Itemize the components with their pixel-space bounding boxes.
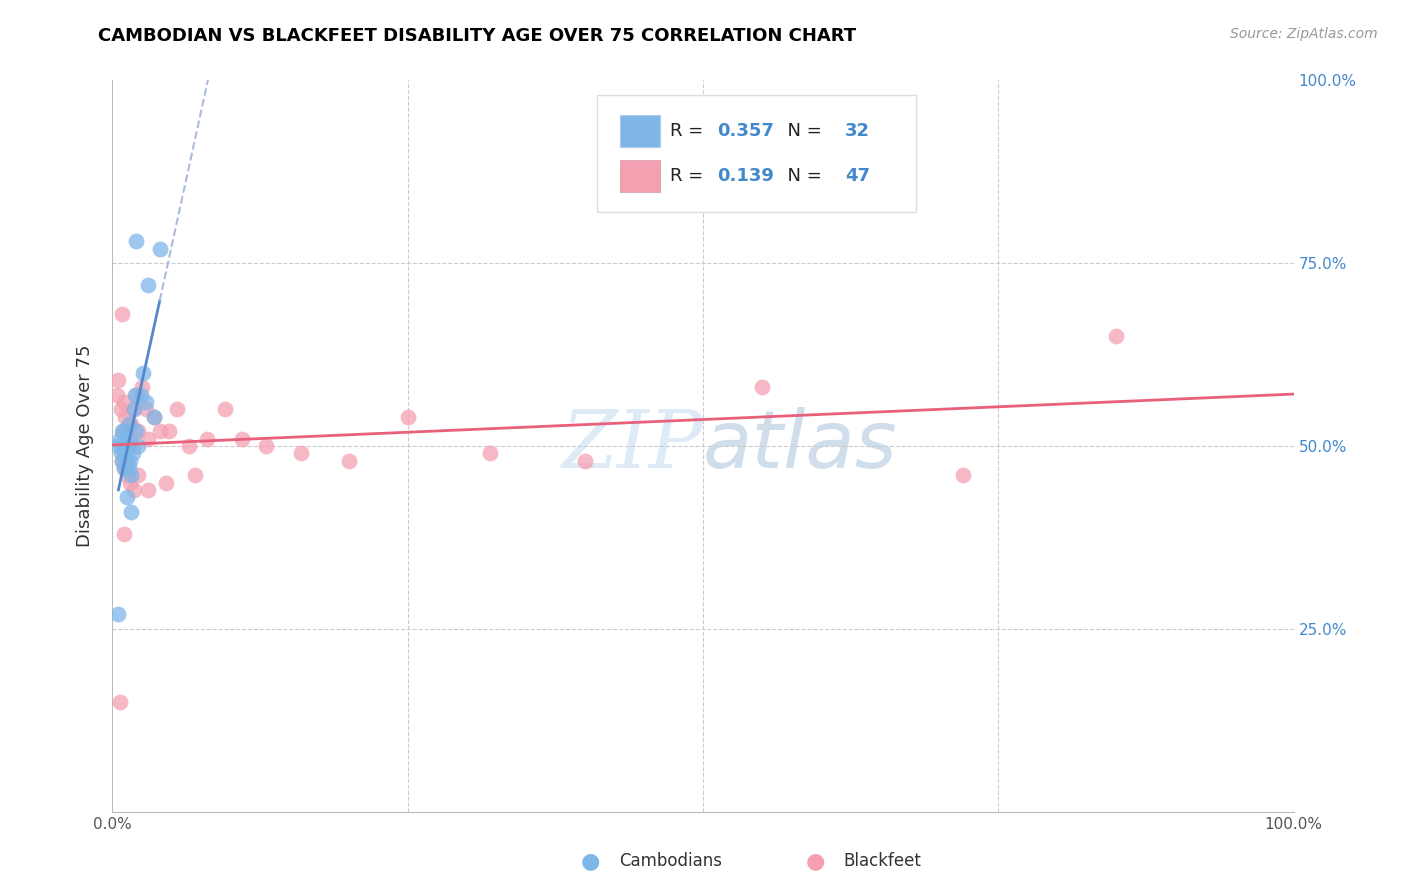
Text: atlas: atlas xyxy=(703,407,898,485)
Point xyxy=(108,695,131,709)
Point xyxy=(120,505,142,519)
Point xyxy=(117,439,139,453)
Point xyxy=(111,307,134,321)
Text: Source: ZipAtlas.com: Source: ZipAtlas.com xyxy=(1230,27,1378,41)
Text: 0.357: 0.357 xyxy=(717,122,775,140)
Point xyxy=(112,461,135,475)
Point xyxy=(108,432,131,446)
Point xyxy=(127,425,149,439)
Point xyxy=(107,373,129,387)
Text: ZIP: ZIP xyxy=(561,408,703,484)
Point xyxy=(120,432,142,446)
Point xyxy=(115,453,138,467)
Point xyxy=(214,402,236,417)
Point xyxy=(231,432,253,446)
Point xyxy=(166,402,188,417)
Text: 47: 47 xyxy=(845,167,870,185)
FancyBboxPatch shape xyxy=(620,160,661,192)
Point xyxy=(121,446,143,460)
Point xyxy=(337,453,360,467)
Point xyxy=(111,453,134,467)
Point xyxy=(107,607,129,622)
Point xyxy=(135,402,157,417)
Point xyxy=(118,417,141,431)
Point xyxy=(111,425,134,439)
Point xyxy=(114,409,136,424)
Point xyxy=(112,439,135,453)
Point xyxy=(195,432,218,446)
Point xyxy=(254,439,277,453)
Point xyxy=(124,388,146,402)
Text: 32: 32 xyxy=(845,122,870,140)
Point xyxy=(112,395,135,409)
Point xyxy=(574,453,596,467)
Point xyxy=(290,446,312,460)
Point xyxy=(122,402,145,417)
Point xyxy=(136,432,159,446)
Text: N =: N = xyxy=(776,167,828,185)
Point xyxy=(125,425,148,439)
Point xyxy=(112,461,135,475)
Point xyxy=(112,526,135,541)
Point xyxy=(110,446,132,460)
Text: 0.139: 0.139 xyxy=(717,167,775,185)
Point xyxy=(115,468,138,483)
Text: R =: R = xyxy=(669,122,709,140)
Point xyxy=(115,490,138,504)
Point xyxy=(479,446,502,460)
Point xyxy=(125,234,148,248)
Point xyxy=(122,402,145,417)
Text: CAMBODIAN VS BLACKFEET DISABILITY AGE OVER 75 CORRELATION CHART: CAMBODIAN VS BLACKFEET DISABILITY AGE OV… xyxy=(98,27,856,45)
Point xyxy=(136,483,159,497)
Text: Blackfeet: Blackfeet xyxy=(844,852,921,870)
FancyBboxPatch shape xyxy=(620,115,661,147)
Point xyxy=(120,468,142,483)
Point xyxy=(135,395,157,409)
Text: N =: N = xyxy=(776,122,828,140)
Point xyxy=(107,439,129,453)
Point xyxy=(110,402,132,417)
Point xyxy=(132,366,155,380)
Point xyxy=(1105,329,1128,343)
Text: Cambodians: Cambodians xyxy=(619,852,721,870)
Point xyxy=(118,461,141,475)
Point xyxy=(131,380,153,394)
Point xyxy=(155,475,177,490)
Point xyxy=(120,453,142,467)
Point xyxy=(952,468,974,483)
Point xyxy=(142,409,165,424)
Point xyxy=(115,425,138,439)
Point xyxy=(122,483,145,497)
Point xyxy=(142,409,165,424)
Point xyxy=(114,425,136,439)
Point xyxy=(112,425,135,439)
Point xyxy=(114,439,136,453)
Point xyxy=(179,439,201,453)
Point xyxy=(121,439,143,453)
Point xyxy=(125,388,148,402)
Point xyxy=(118,417,141,431)
Point xyxy=(120,417,142,431)
Point xyxy=(751,380,773,394)
Text: ●: ● xyxy=(581,851,600,871)
Point xyxy=(111,453,134,467)
FancyBboxPatch shape xyxy=(596,95,915,212)
Text: R =: R = xyxy=(669,167,709,185)
Point xyxy=(136,278,159,293)
Point xyxy=(396,409,419,424)
Point xyxy=(120,475,142,490)
Point xyxy=(157,425,180,439)
Point xyxy=(127,439,149,453)
Y-axis label: Disability Age Over 75: Disability Age Over 75 xyxy=(76,344,94,548)
Point xyxy=(149,425,172,439)
Point xyxy=(149,242,172,256)
Point xyxy=(115,432,138,446)
Point xyxy=(112,446,135,460)
Text: ●: ● xyxy=(806,851,825,871)
Point xyxy=(127,468,149,483)
Point xyxy=(129,388,152,402)
Point xyxy=(105,388,128,402)
Point xyxy=(184,468,207,483)
Point xyxy=(117,439,139,453)
